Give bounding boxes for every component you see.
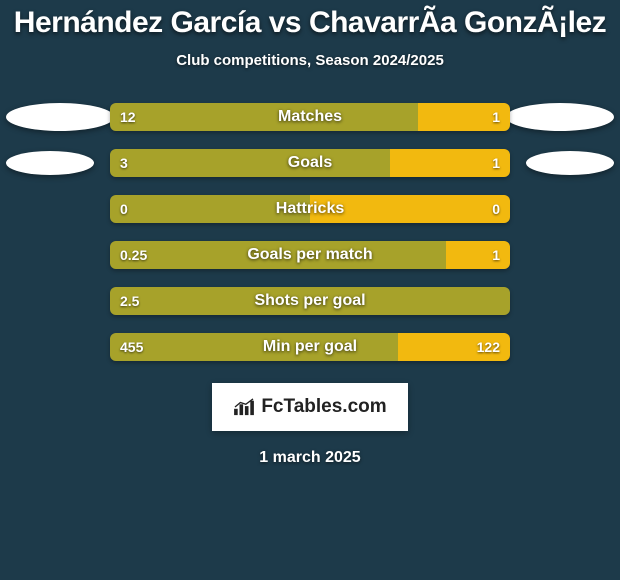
chart-content: Hernández García vs ChavarrÃ­a GonzÃ¡lez… xyxy=(0,0,620,467)
logo-suffix: .com xyxy=(342,396,386,417)
stat-bar-left: 455 xyxy=(110,333,398,361)
page-title: Hernández García vs ChavarrÃ­a GonzÃ¡lez xyxy=(0,0,620,40)
stat-row: 0.251Goals per match xyxy=(0,241,620,269)
logo-prefix: Fc xyxy=(261,396,283,417)
stat-bar-left: 0 xyxy=(110,195,310,223)
stat-bar: 121Matches xyxy=(110,103,510,131)
stat-bar: 0.251Goals per match xyxy=(110,241,510,269)
page-subtitle: Club competitions, Season 2024/2025 xyxy=(0,52,620,69)
logo-text: FcTables.com xyxy=(261,396,386,418)
stat-bar: 2.5Shots per goal xyxy=(110,287,510,315)
bars-icon xyxy=(233,398,255,416)
stats-rows: 121Matches31Goals00Hattricks0.251Goals p… xyxy=(0,103,620,361)
stat-bar-right: 1 xyxy=(446,241,510,269)
stat-value-left: 3 xyxy=(120,155,128,171)
stat-row: 2.5Shots per goal xyxy=(0,287,620,315)
stat-value-left: 12 xyxy=(120,109,136,125)
stat-bar-right: 0 xyxy=(310,195,510,223)
stat-bar-left: 3 xyxy=(110,149,390,177)
stat-value-left: 2.5 xyxy=(120,293,139,309)
player-marker-left xyxy=(6,103,114,131)
stat-row: 31Goals xyxy=(0,149,620,177)
stat-bar-right: 1 xyxy=(418,103,510,131)
stat-value-right: 0 xyxy=(492,201,500,217)
stat-value-left: 0.25 xyxy=(120,247,147,263)
stat-row: 121Matches xyxy=(0,103,620,131)
stat-bar-right: 1 xyxy=(390,149,510,177)
logo-main: Tables xyxy=(284,396,343,417)
stat-bar: 31Goals xyxy=(110,149,510,177)
stat-bar: 00Hattricks xyxy=(110,195,510,223)
stat-bar-right: 122 xyxy=(398,333,510,361)
stat-value-left: 455 xyxy=(120,339,143,355)
logo-box: FcTables.com xyxy=(212,383,408,431)
chart-date: 1 march 2025 xyxy=(0,449,620,467)
player-marker-right xyxy=(506,103,614,131)
stat-bar: 455122Min per goal xyxy=(110,333,510,361)
stat-bar-left: 0.25 xyxy=(110,241,446,269)
stat-value-left: 0 xyxy=(120,201,128,217)
stat-row: 00Hattricks xyxy=(0,195,620,223)
stat-value-right: 1 xyxy=(492,155,500,171)
stat-value-right: 1 xyxy=(492,109,500,125)
player-marker-right xyxy=(526,151,614,175)
stat-value-right: 1 xyxy=(492,247,500,263)
stat-bar-left: 12 xyxy=(110,103,418,131)
stat-bar-left: 2.5 xyxy=(110,287,510,315)
player-marker-left xyxy=(6,151,94,175)
stat-row: 455122Min per goal xyxy=(0,333,620,361)
stat-value-right: 122 xyxy=(477,339,500,355)
